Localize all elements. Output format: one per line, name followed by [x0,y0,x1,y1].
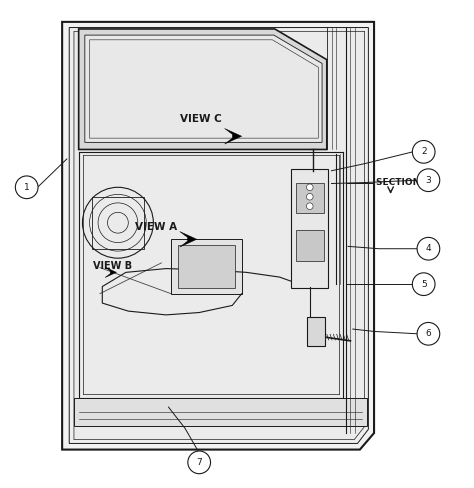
Circle shape [417,323,440,345]
Text: VIEW A: VIEW A [136,223,178,232]
Polygon shape [85,35,322,142]
Text: SECTION D: SECTION D [376,178,431,187]
Text: 6: 6 [426,329,431,338]
Polygon shape [74,31,365,440]
Circle shape [412,141,435,163]
Text: VIEW C: VIEW C [180,114,222,124]
FancyBboxPatch shape [292,169,328,288]
Circle shape [417,237,440,260]
Text: 4: 4 [426,244,431,253]
Text: VIEW B: VIEW B [93,261,132,271]
Polygon shape [225,128,242,144]
Polygon shape [180,231,197,247]
FancyBboxPatch shape [296,183,324,213]
Text: 5: 5 [421,280,427,289]
Circle shape [417,169,440,192]
Circle shape [15,176,38,199]
Text: 3: 3 [426,176,431,184]
Circle shape [412,273,435,296]
Polygon shape [79,29,327,149]
Polygon shape [62,22,374,449]
FancyBboxPatch shape [178,245,235,288]
Polygon shape [69,27,368,444]
FancyBboxPatch shape [74,398,367,426]
FancyBboxPatch shape [296,230,324,261]
FancyBboxPatch shape [171,239,242,294]
Circle shape [307,193,313,200]
Circle shape [188,451,210,474]
Text: 2: 2 [421,147,427,156]
Text: 7: 7 [196,458,202,467]
Polygon shape [105,267,117,278]
Circle shape [307,203,313,209]
FancyBboxPatch shape [307,317,325,346]
Text: 1: 1 [24,183,29,192]
Circle shape [307,184,313,191]
